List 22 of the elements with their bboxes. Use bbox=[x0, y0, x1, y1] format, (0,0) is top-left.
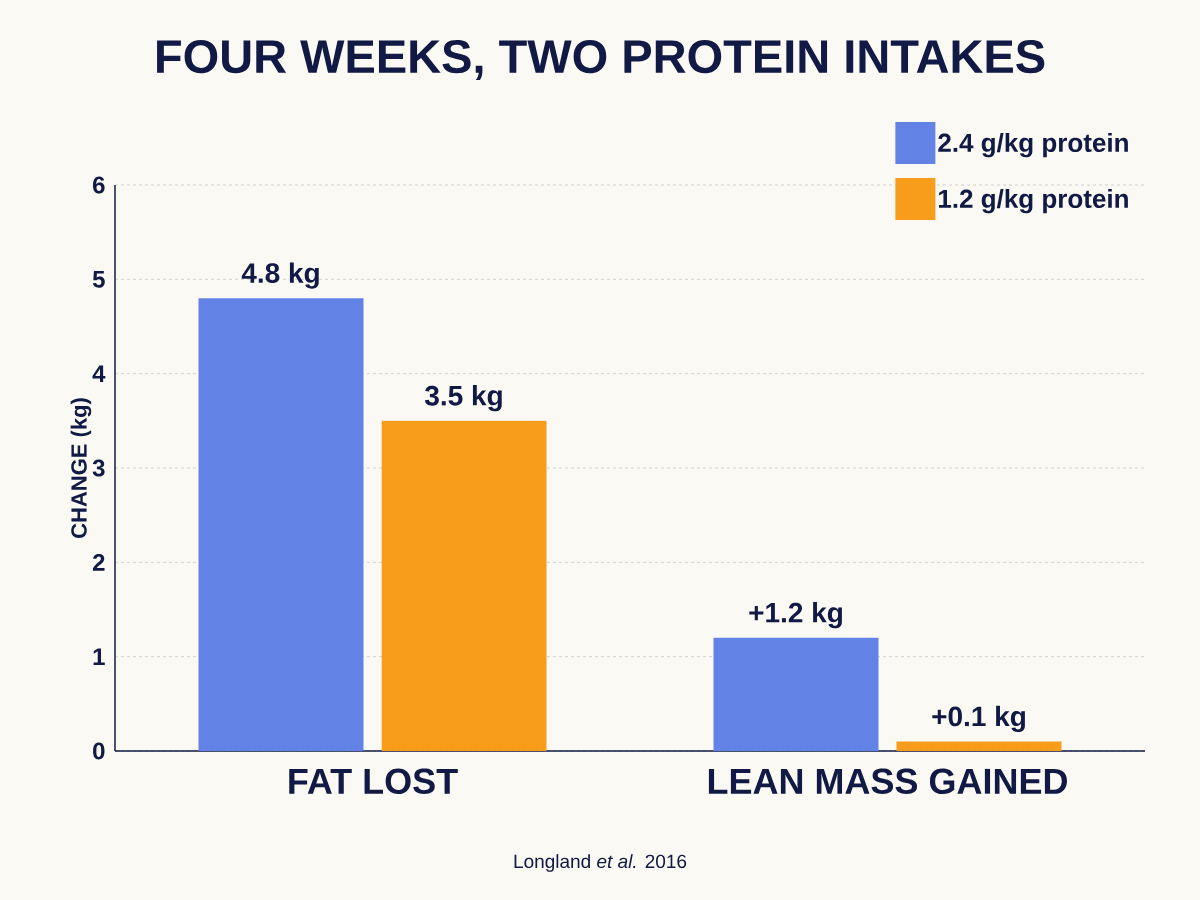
y-tick-label: 0 bbox=[93, 742, 105, 760]
text: Longland et al. 2016 bbox=[514, 854, 687, 872]
chart-title: FOUR WEEKS, TWO PROTEIN INTAKES bbox=[157, 39, 1045, 81]
bar bbox=[198, 298, 364, 751]
y-tick-label: 1 bbox=[93, 648, 105, 665]
y-axis-title: CHANGE (kg) bbox=[70, 398, 92, 538]
data-label: 3.5 kg bbox=[424, 385, 502, 412]
bar bbox=[713, 637, 879, 751]
bar bbox=[896, 741, 1062, 751]
legend-label: 2.4 g/kg protein bbox=[938, 132, 1128, 158]
y-tick-label: 3 bbox=[92, 459, 105, 477]
y-tick-label: 5 bbox=[92, 270, 105, 288]
data-label: +1.2 kg bbox=[749, 602, 842, 629]
y-tick-label: 6 bbox=[93, 176, 105, 194]
legend-label: 1.2 g/kg protein bbox=[939, 188, 1128, 214]
y-tick-label: 4 bbox=[92, 365, 106, 382]
x-tick-label: LEAN MASS GAINED bbox=[708, 768, 1067, 795]
data-label: +0.1 kg bbox=[932, 705, 1025, 733]
bar bbox=[381, 420, 547, 751]
y-tick-label: 2 bbox=[92, 553, 105, 571]
data-label: 4.8 kg bbox=[241, 262, 319, 289]
x-tick-label: FAT LOST bbox=[289, 768, 458, 795]
